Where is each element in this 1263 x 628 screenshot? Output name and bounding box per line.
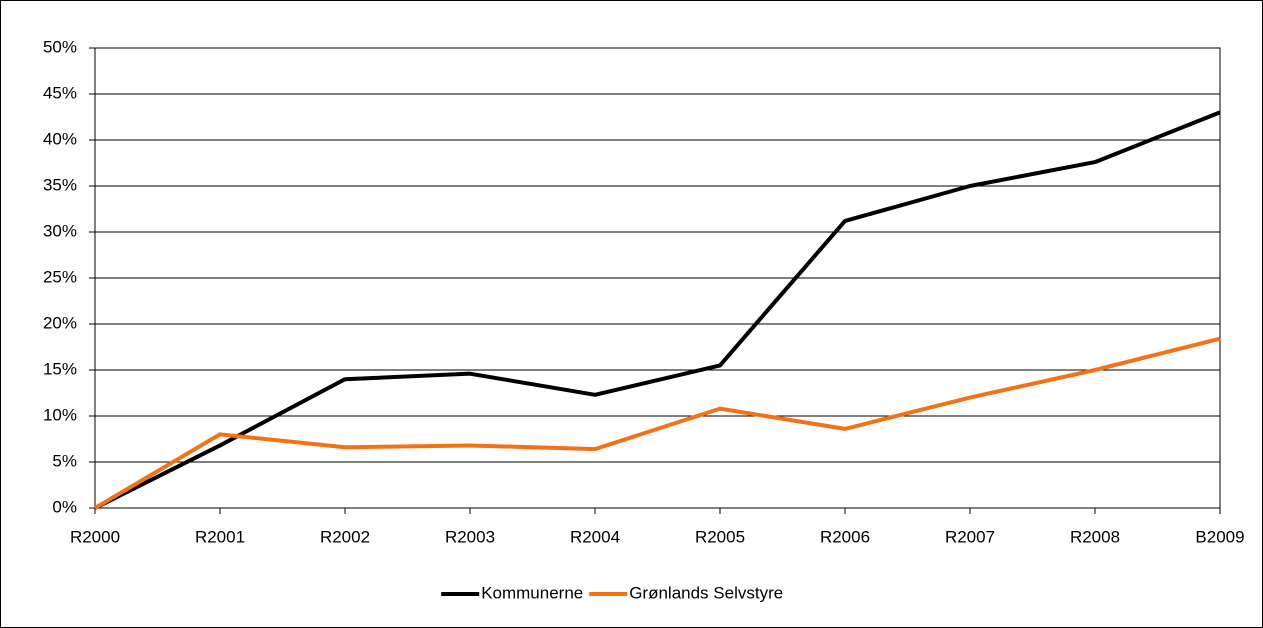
x-tick-label: R2001 (195, 527, 245, 546)
y-tick-label: 20% (43, 313, 77, 332)
legend-label: Grønlands Selvstyre (629, 583, 783, 602)
y-tick-label: 15% (43, 359, 77, 378)
x-tick-label: R2000 (70, 527, 120, 546)
x-tick-label: B2009 (1195, 527, 1244, 546)
x-tick-label: R2003 (445, 527, 495, 546)
y-tick-label: 35% (43, 175, 77, 194)
y-tick-label: 45% (43, 83, 77, 102)
x-tick-label: R2008 (1070, 527, 1120, 546)
y-tick-label: 5% (52, 451, 77, 470)
x-tick-label: R2005 (695, 527, 745, 546)
plot-area (94, 47, 1221, 509)
y-tick-label: 40% (43, 129, 77, 148)
legend-label: Kommunerne (481, 583, 583, 602)
x-tick-label: R2007 (945, 527, 995, 546)
x-tick-label: R2004 (570, 527, 620, 546)
y-tick-label: 25% (43, 267, 77, 286)
series-line (93, 336, 1221, 510)
y-tick-label: 30% (43, 221, 77, 240)
x-tick-label: R2002 (320, 527, 370, 546)
x-tick-label: R2006 (820, 527, 870, 546)
y-tick-label: 0% (52, 497, 77, 516)
y-tick-label: 10% (43, 405, 77, 424)
y-tick-label: 50% (43, 37, 77, 56)
series-line (94, 110, 1221, 510)
